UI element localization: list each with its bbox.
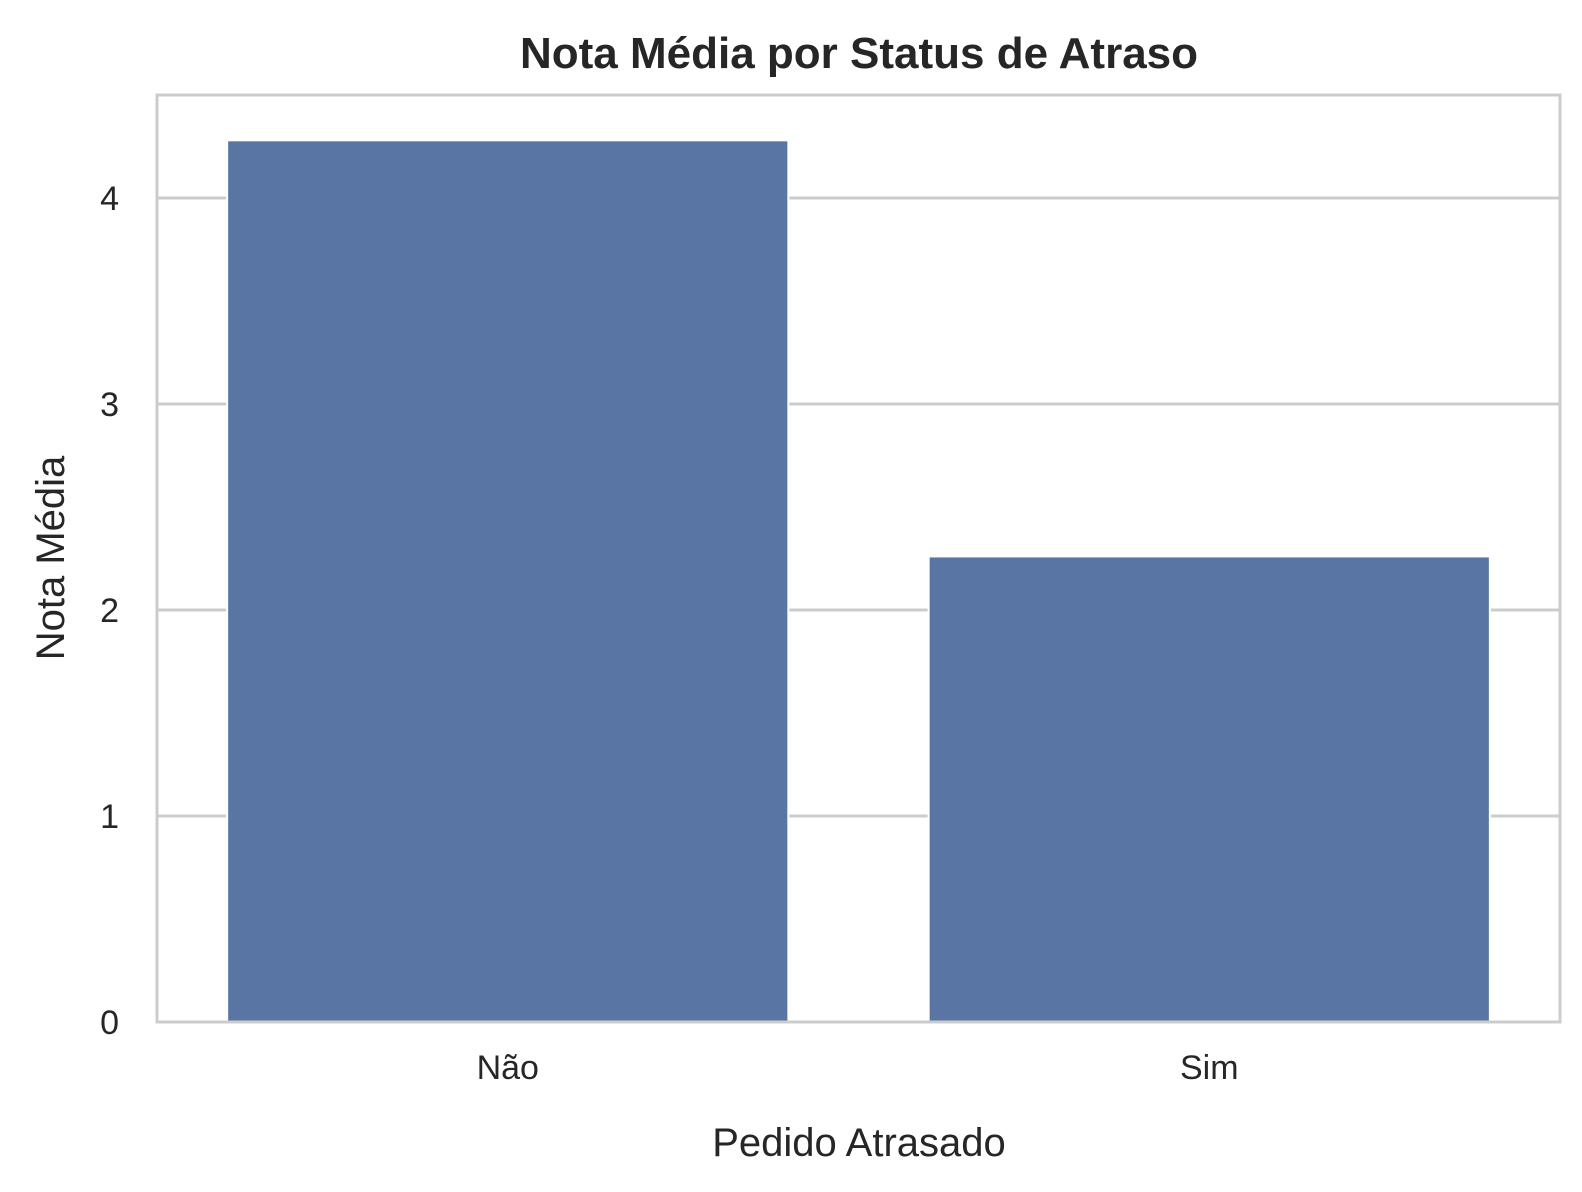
- y-tick-label: 2: [100, 592, 119, 630]
- y-tick-label: 0: [100, 1004, 119, 1042]
- bar-0: [226, 139, 790, 1023]
- x-axis-label: Pedido Atrasado: [712, 1121, 1006, 1165]
- bar-1: [927, 555, 1491, 1023]
- y-tick-label: 4: [100, 180, 119, 218]
- bars: [226, 139, 1491, 1023]
- y-tick-labels: 0 1 2 3 4: [100, 180, 119, 1042]
- plot-frame: [155, 93, 1562, 1024]
- x-tick-label: Sim: [1180, 1049, 1239, 1087]
- y-tick-label: 1: [100, 798, 119, 836]
- chart-title: Nota Média por Status de Atraso: [520, 29, 1198, 78]
- x-tick-label: Não: [477, 1049, 539, 1087]
- y-tick-label: 3: [100, 386, 119, 424]
- y-axis-label: Nota Média: [29, 455, 73, 660]
- x-tick-labels: Não Sim: [477, 1049, 1239, 1087]
